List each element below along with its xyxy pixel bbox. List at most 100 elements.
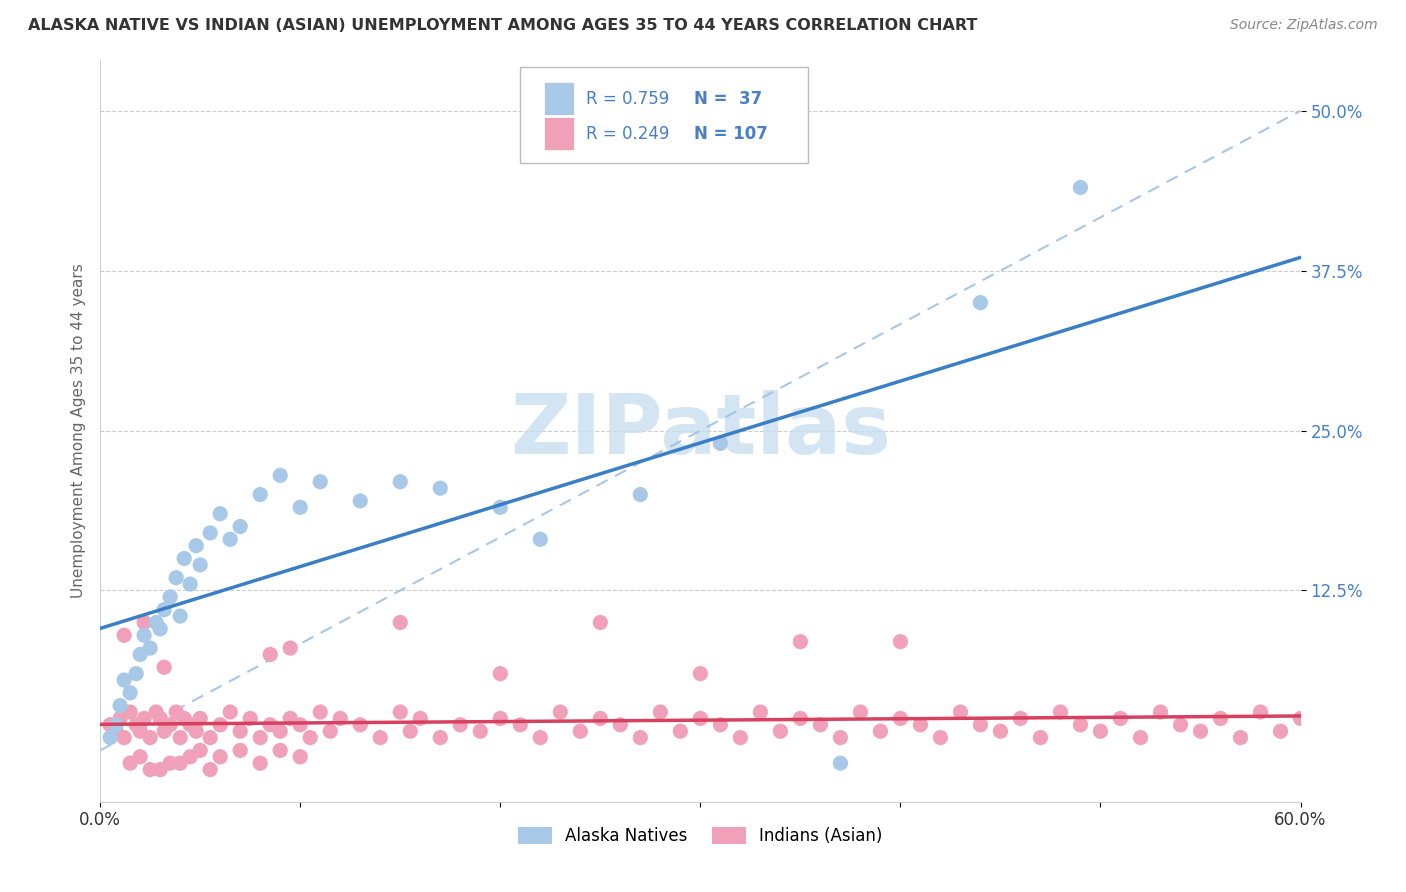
Point	[349, 718, 371, 732]
Point	[219, 533, 242, 547]
Point	[1069, 718, 1091, 732]
Point	[169, 756, 191, 771]
FancyBboxPatch shape	[544, 82, 574, 115]
Point	[249, 731, 271, 745]
Point	[628, 487, 651, 501]
Point	[239, 711, 262, 725]
Y-axis label: Unemployment Among Ages 35 to 44 years: Unemployment Among Ages 35 to 44 years	[72, 263, 86, 598]
Point	[179, 749, 201, 764]
Point	[209, 749, 232, 764]
Point	[299, 731, 322, 745]
Point	[153, 724, 176, 739]
Point	[165, 571, 187, 585]
Point	[139, 763, 162, 777]
Point	[134, 615, 156, 630]
Text: N =  37: N = 37	[695, 90, 762, 108]
Point	[329, 711, 352, 725]
Point	[278, 711, 301, 725]
Point	[120, 686, 142, 700]
Point	[830, 731, 852, 745]
Point	[349, 494, 371, 508]
Point	[249, 487, 271, 501]
Point	[186, 724, 208, 739]
Point	[730, 731, 752, 745]
Point	[389, 475, 412, 489]
Point	[145, 615, 167, 630]
Point	[249, 756, 271, 771]
Point	[1289, 711, 1312, 725]
Point	[120, 756, 142, 771]
Point	[259, 718, 281, 732]
Point	[769, 724, 792, 739]
Point	[529, 731, 551, 745]
Point	[186, 539, 208, 553]
Text: R = 0.759: R = 0.759	[586, 90, 669, 108]
Point	[489, 666, 512, 681]
Point	[399, 724, 422, 739]
Point	[134, 711, 156, 725]
Text: ZIPatlas: ZIPatlas	[510, 390, 891, 471]
Point	[105, 718, 128, 732]
Point	[169, 731, 191, 745]
Point	[389, 615, 412, 630]
Legend: Alaska Natives, Indians (Asian): Alaska Natives, Indians (Asian)	[519, 827, 883, 846]
Point	[830, 756, 852, 771]
Point	[120, 705, 142, 719]
Point	[1129, 731, 1152, 745]
Point	[1090, 724, 1112, 739]
Point	[1250, 705, 1272, 719]
Point	[149, 763, 172, 777]
Point	[145, 705, 167, 719]
Point	[209, 507, 232, 521]
FancyBboxPatch shape	[520, 67, 808, 163]
Text: R = 0.249: R = 0.249	[586, 125, 669, 143]
Point	[309, 475, 332, 489]
Point	[749, 705, 772, 719]
Point	[149, 622, 172, 636]
Point	[188, 743, 211, 757]
Point	[134, 628, 156, 642]
Point	[1270, 724, 1292, 739]
Point	[910, 718, 932, 732]
Point	[429, 481, 451, 495]
Point	[1189, 724, 1212, 739]
Point	[489, 500, 512, 515]
Point	[229, 743, 252, 757]
Point	[229, 519, 252, 533]
Point	[689, 666, 711, 681]
Point	[929, 731, 952, 745]
Point	[889, 634, 911, 648]
Point	[229, 724, 252, 739]
Point	[198, 731, 221, 745]
Point	[129, 749, 152, 764]
Point	[449, 718, 471, 732]
Point	[159, 590, 181, 604]
Point	[808, 718, 831, 732]
Point	[669, 724, 692, 739]
Point	[429, 731, 451, 745]
Point	[98, 718, 121, 732]
Point	[112, 731, 135, 745]
Point	[269, 468, 291, 483]
Point	[159, 718, 181, 732]
Point	[188, 711, 211, 725]
Point	[969, 295, 991, 310]
Point	[470, 724, 492, 739]
Point	[1149, 705, 1171, 719]
Point	[789, 711, 811, 725]
Point	[259, 648, 281, 662]
Point	[153, 660, 176, 674]
Point	[278, 641, 301, 656]
Point	[889, 711, 911, 725]
Point	[609, 718, 631, 732]
Point	[990, 724, 1012, 739]
Point	[173, 711, 195, 725]
Point	[869, 724, 891, 739]
Point	[219, 705, 242, 719]
Point	[319, 724, 342, 739]
Point	[149, 711, 172, 725]
Point	[589, 711, 612, 725]
Text: Source: ZipAtlas.com: Source: ZipAtlas.com	[1230, 18, 1378, 32]
Point	[709, 718, 731, 732]
Point	[709, 436, 731, 450]
